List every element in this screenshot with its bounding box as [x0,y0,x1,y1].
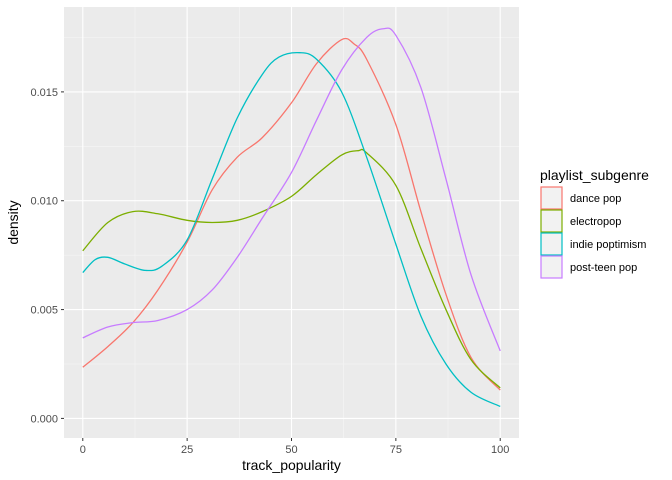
y-tick-label: 0.015 [30,87,58,99]
legend-title: playlist_subgenre [540,167,649,183]
x-axis: 0 25 50 75 100 [80,438,509,456]
series-line-electropop [82,148,501,389]
series-line-post-teen-pop [82,27,501,352]
x-tick-label: 50 [285,444,297,456]
y-tick-label: 0.000 [30,413,58,425]
legend-item-electropop: electropop [540,209,621,233]
legend-item-dance-pop: dance pop [540,186,621,210]
y-tick-label: 0.005 [30,305,58,317]
legend-item-post-teen-pop: post-teen pop [540,255,637,279]
y-axis-title: density [5,200,21,244]
x-axis-title: track_popularity [242,457,341,473]
x-tick-label: 0 [80,444,86,456]
legend-label: electropop [570,216,621,228]
series-line-dance-pop [82,37,501,391]
y-axis: 0.000 0.005 0.010 0.015 [30,87,64,425]
x-tick-label: 25 [181,444,193,456]
legend: playlist_subgenre dance pop electropop ind… [540,167,649,279]
legend-item-indie-poptimism: indie poptimism [540,232,646,256]
legend-key [540,186,563,210]
legend-key [540,232,563,256]
legend-key [540,255,563,279]
grid-major [64,7,519,438]
x-tick-label: 100 [491,444,509,456]
series-lines [82,27,501,408]
x-tick-label: 75 [390,444,402,456]
legend-label: indie poptimism [570,239,646,251]
legend-label: post-teen pop [570,262,637,274]
legend-label: dance pop [570,193,621,205]
legend-key [540,209,563,233]
series-line-indie-poptimism [82,51,501,408]
y-tick-label: 0.010 [30,196,58,208]
